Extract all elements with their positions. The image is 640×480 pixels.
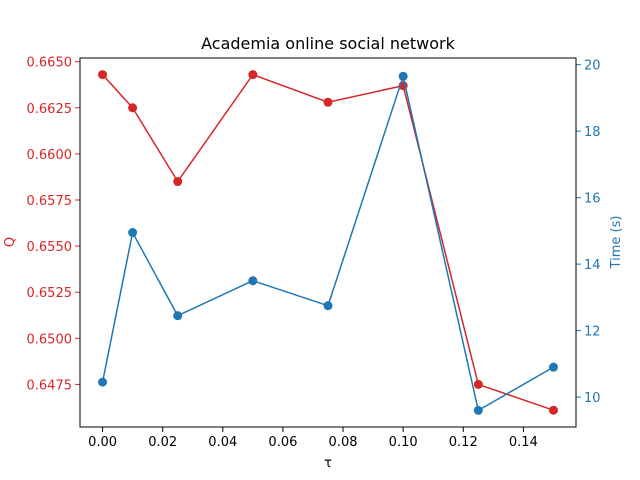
series-layer bbox=[98, 70, 558, 415]
left-y-axis-label: Q bbox=[3, 237, 18, 247]
data-point-time bbox=[173, 311, 183, 321]
data-point-q bbox=[248, 70, 258, 80]
data-point-time bbox=[548, 362, 558, 372]
left-y-tick-label: 0.6500 bbox=[27, 332, 73, 347]
plot-frame bbox=[79, 57, 577, 428]
data-point-q bbox=[98, 70, 108, 80]
x-tick-label: 0.14 bbox=[509, 435, 538, 450]
left-y-tick-label: 0.6600 bbox=[27, 148, 73, 163]
x-axis-label: τ bbox=[324, 456, 332, 471]
left-y-tick-label: 0.6550 bbox=[27, 240, 73, 255]
left-y-tick-label: 0.6650 bbox=[27, 56, 73, 71]
data-point-time bbox=[398, 71, 408, 81]
series-line-q bbox=[101, 73, 554, 411]
data-point-q bbox=[548, 405, 558, 415]
x-axis-ticks: 0.00 0.02 0.04 0.06 0.08 0.10 0.12 0.14 bbox=[88, 427, 538, 450]
data-point-time bbox=[473, 405, 483, 415]
right-y-tick-label: 12 bbox=[584, 325, 601, 340]
x-tick-label: 0.10 bbox=[389, 435, 418, 450]
left-y-tick-label: 0.6475 bbox=[27, 378, 73, 393]
data-point-q bbox=[128, 103, 138, 113]
right-y-tick-label: 14 bbox=[584, 258, 601, 273]
x-tick-label: 0.04 bbox=[208, 435, 237, 450]
right-y-axis-ticks: 10 12 14 16 18 20 bbox=[576, 59, 601, 406]
data-point-q bbox=[173, 177, 183, 187]
data-point-time bbox=[128, 228, 138, 238]
x-tick-label: 0.06 bbox=[268, 435, 297, 450]
x-tick-label: 0.08 bbox=[329, 435, 358, 450]
right-y-tick-label: 20 bbox=[584, 59, 601, 74]
left-y-axis-ticks: 0.6475 0.6500 0.6525 0.6550 0.6575 0.6600 0.66… bbox=[27, 56, 80, 393]
data-point-q bbox=[473, 379, 483, 389]
data-point-time bbox=[98, 377, 108, 387]
right-y-tick-label: 16 bbox=[584, 192, 601, 207]
series-line-time bbox=[101, 73, 554, 412]
data-point-time bbox=[323, 301, 333, 311]
right-y-tick-label: 18 bbox=[584, 125, 601, 140]
x-tick-label: 0.12 bbox=[449, 435, 478, 450]
data-point-q bbox=[323, 97, 333, 107]
left-y-tick-label: 0.6525 bbox=[27, 286, 73, 301]
right-y-axis-label: Time (s) bbox=[609, 216, 624, 270]
data-point-time bbox=[248, 276, 258, 286]
chart-title: Academia online social network bbox=[201, 34, 455, 53]
right-y-tick-label: 10 bbox=[584, 391, 601, 406]
x-tick-label: 0.00 bbox=[88, 435, 117, 450]
x-tick-label: 0.02 bbox=[148, 435, 177, 450]
left-y-tick-label: 0.6575 bbox=[27, 194, 73, 209]
left-y-tick-label: 0.6625 bbox=[27, 102, 73, 117]
